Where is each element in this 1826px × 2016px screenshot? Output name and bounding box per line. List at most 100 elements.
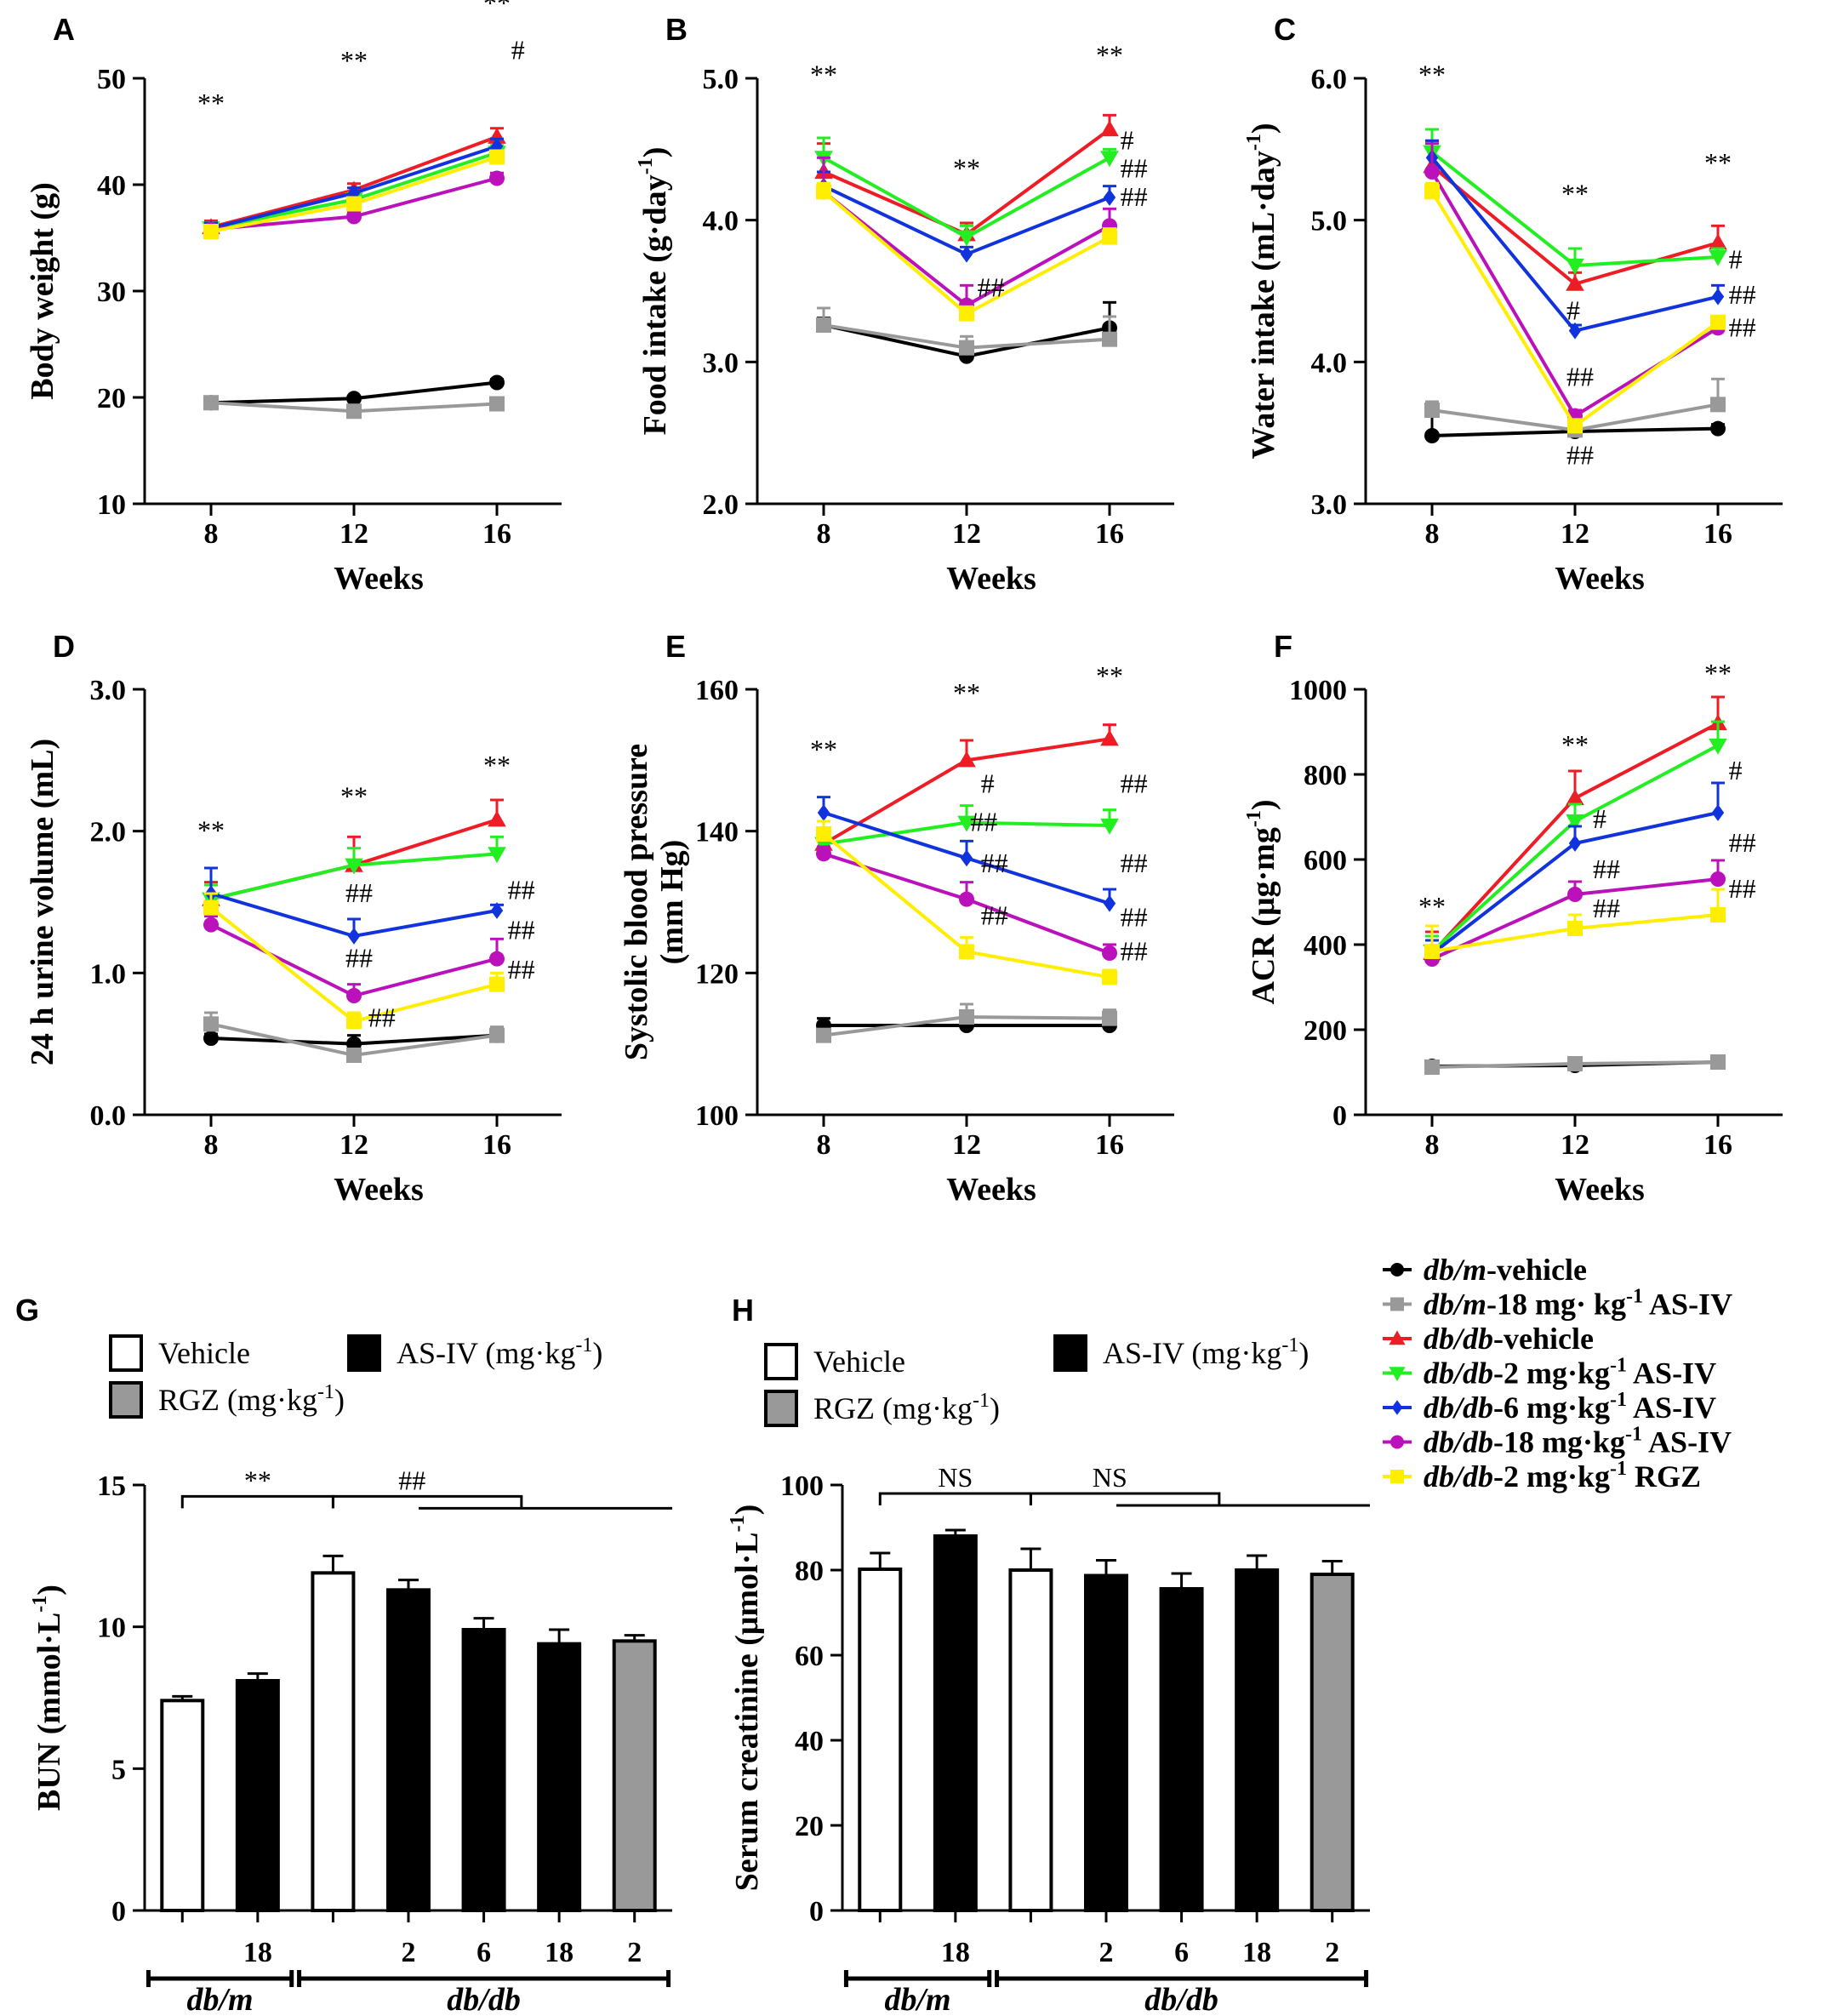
- data-point: [1424, 1059, 1440, 1075]
- y-axis-label-text: Serum creatinine (μmol·L: [729, 1532, 765, 1891]
- significance-mark: **: [1096, 660, 1123, 691]
- data-point: [1102, 331, 1117, 347]
- bar: [160, 1699, 205, 1913]
- y-tick-label: 5.0: [703, 64, 739, 95]
- y-tick-label: 0: [809, 1896, 824, 1927]
- y-axis-label-end: ): [1246, 123, 1281, 134]
- data-point: [1566, 814, 1584, 831]
- series-dbdb_18: [203, 915, 505, 1003]
- legend-swatch-asiv: [1053, 1334, 1087, 1372]
- data-point: [1567, 418, 1583, 434]
- significance-mark: ##: [1121, 768, 1148, 799]
- y-axis-label-end: ): [637, 147, 673, 158]
- series-dbdb_6: [817, 796, 1116, 912]
- data-point: [959, 891, 974, 907]
- bar: [1084, 1573, 1128, 1912]
- data-point: [346, 208, 362, 225]
- legend-label-asiv-end: ): [1298, 1336, 1309, 1370]
- series-dbdb_vehicle: [814, 723, 1119, 851]
- significance-mark: ##: [1121, 935, 1148, 966]
- legend-swatch-rgz: [109, 1381, 143, 1419]
- significance-mark: **: [1704, 658, 1732, 688]
- y-tick-label: 30: [97, 277, 126, 308]
- panel-label: G: [15, 1293, 39, 1328]
- panel-label: F: [1274, 629, 1292, 664]
- bar: [1159, 1587, 1204, 1912]
- group-db-m: db/m: [843, 1970, 992, 2016]
- significance-mark: **: [1418, 891, 1446, 922]
- data-point: [1710, 314, 1726, 330]
- data-point: [1424, 428, 1440, 443]
- data-point: [203, 1016, 219, 1032]
- y-tick-label: 4.0: [703, 206, 739, 237]
- legend-label-vehicle: Vehicle: [158, 1336, 250, 1370]
- data-point: [957, 230, 976, 247]
- data-point: [346, 196, 362, 212]
- x-tick-label: 8: [817, 1129, 831, 1161]
- y-tick-label: 100: [695, 1100, 739, 1132]
- significance-mark: **: [197, 815, 225, 846]
- data-point: [346, 391, 362, 407]
- data-point: [1424, 184, 1440, 200]
- y-axis-label: Body weight (g): [25, 182, 60, 399]
- data-point: [1566, 274, 1584, 291]
- series-dbdb_2: [814, 136, 1119, 247]
- data-point: [1568, 322, 1582, 340]
- data-point: [1103, 894, 1116, 912]
- significance-mark: ##: [1729, 873, 1756, 904]
- legend-label-rgz-text: RGZ (mg·kg: [158, 1383, 317, 1417]
- y-tick-label: 2.0: [703, 489, 739, 521]
- data-point: [203, 224, 219, 239]
- y-axis-label: 24 h urine volume (mL): [25, 739, 60, 1065]
- data-point: [1102, 969, 1117, 985]
- y-axis-label-units: (mm Hg): [654, 840, 690, 965]
- legend-swatch-asiv: [347, 1334, 381, 1372]
- y-tick-label: 3.0: [1311, 489, 1348, 521]
- significance-mark: **: [953, 153, 980, 184]
- significance-mark: #: [1729, 243, 1743, 274]
- y-tick-label: 80: [795, 1556, 824, 1587]
- significance-brackets: ** ##: [180, 1465, 672, 1510]
- x-tick-label: 2: [1099, 1937, 1114, 1968]
- x-tick-label: 16: [1095, 518, 1124, 550]
- legend-marker: [1390, 1263, 1404, 1276]
- bar-legend: Vehicle AS-IV (mg·kg-1)RGZ (mg·kg-1): [109, 1334, 602, 1419]
- significance-mark: ##: [1121, 901, 1148, 932]
- significance-mark: **: [810, 734, 837, 765]
- bar: [933, 1534, 978, 1912]
- y-tick-label: 1.0: [90, 958, 127, 990]
- significance-mark: **: [953, 677, 980, 708]
- bracket-line: [331, 1494, 523, 1509]
- significance-mark: **: [1704, 147, 1732, 178]
- data-point: [203, 395, 219, 411]
- group-label: db/m: [885, 1982, 951, 2016]
- data-point: [1424, 164, 1440, 180]
- legend-label: db/db-2 mg·kg-1 RGZ: [1424, 1458, 1701, 1493]
- legend-label-rgz-text: RGZ (mg·kg: [813, 1391, 973, 1425]
- data-point: [490, 902, 504, 919]
- y-tick-label: 5.0: [1311, 206, 1348, 237]
- legend-label-tail: AS-IV: [1643, 1288, 1732, 1322]
- data-point: [1710, 397, 1726, 413]
- data-point: [1710, 420, 1726, 437]
- y-tick-label: 5: [111, 1754, 126, 1785]
- legend-label-italic: db/db: [1424, 1391, 1493, 1425]
- y-axis-label-text: Water intake (mL·day: [1246, 151, 1281, 459]
- series-dbdb_18: [816, 845, 1117, 961]
- y-tick-label: 140: [695, 817, 739, 848]
- significance-mark: #: [1566, 294, 1580, 325]
- significance-mark: ##: [981, 900, 1008, 931]
- significance-mark: ##: [978, 272, 1005, 303]
- data-point: [959, 306, 974, 322]
- panel-d: D 0.0 1.0 2.0 3.0 8 12 16 Weeks 24 h urine volume…: [25, 629, 562, 1208]
- x-tick-label: 16: [1703, 1129, 1732, 1161]
- legend-label-text: -6 mg·kg: [1493, 1391, 1610, 1425]
- data-point: [1102, 1010, 1117, 1026]
- significance-mark: ##: [1121, 153, 1148, 184]
- legend-label-italic: db/db: [1424, 1322, 1493, 1356]
- legend-label-rgz: RGZ (mg·kg-1): [813, 1390, 1000, 1425]
- x-tick-label: 2: [1325, 1937, 1339, 1968]
- x-tick-label: 18: [243, 1937, 272, 1968]
